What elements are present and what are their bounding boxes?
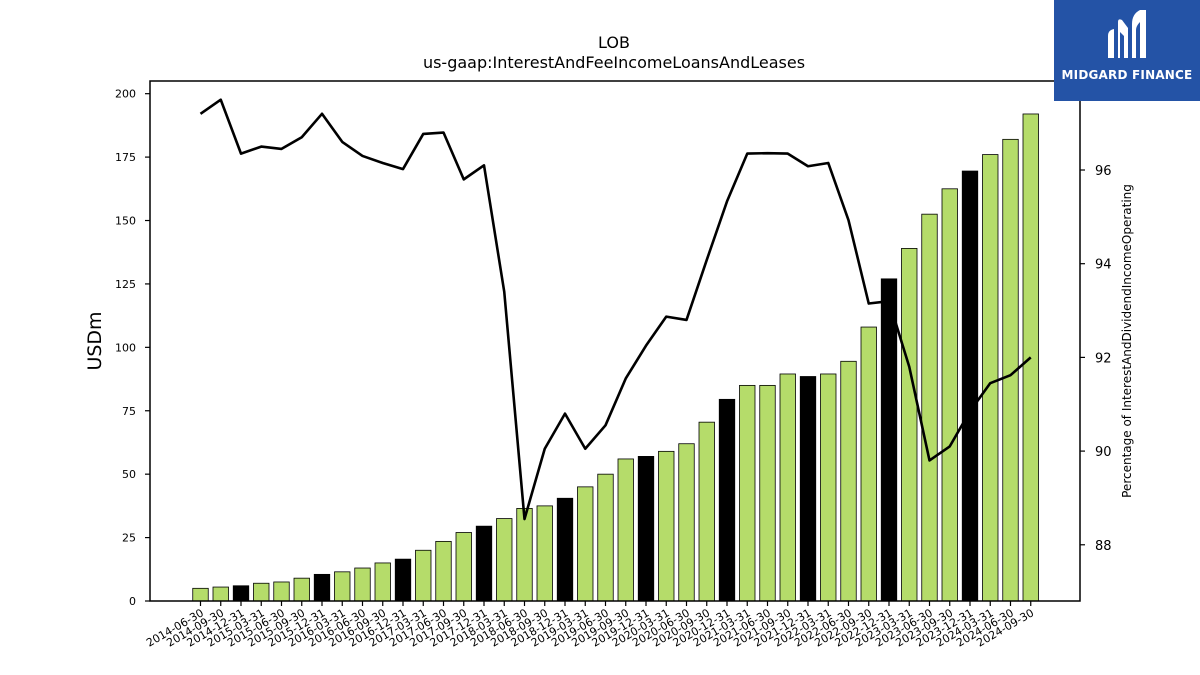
x-axis-ticks: 2014-06-302014-09-302014-12-312015-03-31…: [144, 601, 1036, 650]
bar: [678, 443, 695, 602]
y-tick-label: 50: [122, 468, 136, 481]
bar: [597, 473, 614, 602]
bar: [759, 384, 776, 602]
y2-tick-label: 88: [1095, 539, 1112, 554]
bar: [556, 497, 574, 602]
bar: [577, 486, 594, 602]
bar: [313, 573, 331, 602]
bar: [435, 540, 452, 602]
bar: [779, 373, 796, 602]
bar: [739, 384, 756, 602]
y-tick-label: 100: [115, 341, 136, 354]
y-tick-label: 0: [129, 595, 136, 608]
y-tick-label: 175: [115, 151, 136, 164]
y-tick-label: 25: [122, 532, 136, 545]
bar: [698, 421, 715, 602]
bars-layer: [192, 113, 1039, 602]
bar: [273, 581, 290, 602]
chart-title: LOB: [598, 33, 630, 52]
y2-tick-label: 92: [1095, 351, 1112, 366]
y-tick-label: 150: [115, 215, 136, 228]
y-axis-ticks: 0 25 50 75 100 125 150 175 200: [115, 88, 150, 608]
y-tick-label: 200: [115, 88, 136, 101]
bar: [415, 549, 432, 602]
bar: [374, 562, 391, 602]
bar: [253, 582, 270, 602]
bar: [455, 532, 472, 602]
brand-logo-icon: [1108, 10, 1146, 58]
bar: [617, 458, 634, 602]
plot-frame: [149, 80, 1081, 602]
bar: [354, 567, 371, 602]
brand-logo-text: MIDGARD FINANCE: [1061, 68, 1193, 82]
y2-axis-label: Percentage of InterestAndDividendIncomeO…: [1120, 184, 1134, 498]
line-layer: [199, 98, 1032, 521]
bar: [637, 456, 655, 602]
y2-axis-ticks: 88 90 92 94 96: [1080, 164, 1112, 554]
y-tick-label: 125: [115, 278, 136, 291]
bar: [718, 398, 736, 602]
bar: [334, 571, 351, 602]
bar: [293, 577, 310, 602]
bar: [901, 248, 918, 602]
y2-tick-label: 94: [1095, 258, 1112, 273]
y2-tick-label: 96: [1095, 164, 1112, 179]
chart-subtitle: us-gaap:InterestAndFeeIncomeLoansAndLeas…: [423, 53, 805, 72]
bar: [820, 373, 837, 602]
y-tick-label: 75: [122, 405, 136, 418]
bar: [880, 278, 898, 602]
bar: [212, 586, 229, 602]
bar: [921, 213, 938, 602]
bar: [496, 518, 513, 602]
y-axis-label: USDm: [84, 311, 106, 370]
bar: [860, 326, 877, 602]
bar: [536, 505, 553, 602]
bar: [232, 585, 250, 602]
bar: [961, 170, 979, 602]
series-line: [199, 98, 1032, 521]
bar: [658, 450, 675, 602]
brand-logo: MIDGARD FINANCE: [1054, 0, 1200, 101]
bar: [799, 376, 817, 602]
bar: [516, 508, 533, 602]
bar: [475, 525, 493, 602]
bar: [941, 188, 958, 602]
bar: [982, 154, 999, 602]
y2-tick-label: 90: [1095, 445, 1112, 460]
bar: [192, 587, 209, 602]
bar: [840, 360, 857, 602]
bar: [394, 558, 412, 602]
